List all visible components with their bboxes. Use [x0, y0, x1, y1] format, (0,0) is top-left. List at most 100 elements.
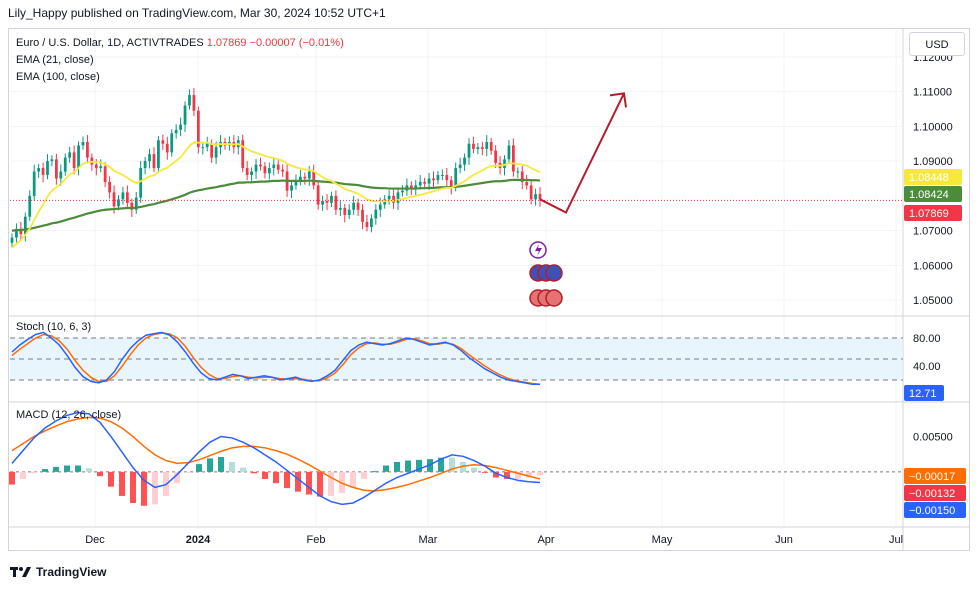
candle — [361, 209, 364, 222]
candle — [121, 192, 125, 200]
macd-histogram-bar — [251, 471, 257, 474]
candle — [321, 201, 324, 205]
legend-symbol-row[interactable]: Euro / U.S. Dollar, 1D, ACTIVTRADES 1.07… — [16, 35, 344, 52]
macd-histogram-bar — [64, 465, 70, 472]
y-tick-label: 1.05000 — [913, 295, 953, 307]
candle — [94, 164, 98, 169]
macd-value-tag — [904, 502, 966, 518]
candle — [325, 201, 329, 203]
candle — [117, 199, 120, 207]
stoch-y-tick: 40.00 — [913, 361, 941, 373]
candle — [396, 192, 400, 203]
candle — [534, 194, 537, 200]
macd-histogram-bar — [9, 471, 15, 485]
candle — [214, 147, 218, 158]
ema100-line — [11, 178, 541, 232]
macd-label[interactable]: MACD (12, 26, close) — [16, 409, 122, 421]
price-tag — [904, 205, 962, 221]
candle — [192, 95, 196, 111]
stoch-value-label: 12.71 — [909, 388, 937, 400]
candle — [37, 168, 40, 172]
candle — [303, 176, 307, 179]
candle — [174, 129, 178, 134]
candle — [68, 152, 72, 158]
legend-ema21[interactable]: EMA (21, close) — [16, 54, 94, 66]
x-tick-label: 2024 — [186, 534, 211, 546]
candle — [312, 171, 316, 186]
stoch-y-tick: 80.00 — [913, 333, 941, 345]
candle — [334, 195, 338, 210]
x-tick-label: Jun — [775, 534, 793, 546]
lightning-glyph — [535, 244, 542, 256]
candle — [432, 178, 435, 181]
legend-symbol[interactable]: Euro / U.S. Dollar, 1D, ACTIVTRADES — [16, 37, 204, 49]
x-tick-label: Feb — [307, 534, 326, 546]
candle — [316, 185, 320, 205]
macd-histogram-bar — [493, 471, 499, 478]
candle — [170, 133, 174, 153]
candle — [516, 171, 520, 173]
macd-histogram-bar — [42, 469, 48, 472]
macd-value-label: −0.00017 — [909, 471, 955, 483]
stoch-label[interactable]: Stoch (10, 6, 3) — [16, 321, 92, 333]
candle — [445, 175, 449, 181]
candle — [299, 176, 302, 181]
tradingview-logo[interactable]: TradingView — [10, 565, 106, 579]
candle — [418, 181, 422, 186]
macd-value-tag — [904, 485, 966, 501]
candle — [338, 208, 342, 210]
candle — [401, 190, 404, 193]
candle — [81, 141, 85, 146]
macd-histogram-bar — [218, 457, 224, 472]
price-tag-label: 1.07869 — [909, 208, 949, 220]
candle — [507, 145, 511, 160]
candle — [427, 178, 431, 184]
candle — [387, 195, 391, 200]
macd-histogram-bar — [185, 471, 191, 473]
candle — [512, 145, 515, 172]
candle — [290, 185, 293, 191]
candle — [476, 147, 480, 149]
candle — [10, 237, 14, 243]
macd-histogram-bar — [273, 471, 279, 484]
macd-histogram-bar — [119, 471, 125, 496]
candle — [449, 180, 453, 188]
candle — [179, 124, 182, 130]
currency-button[interactable]: USD — [909, 32, 965, 56]
candle — [281, 169, 285, 172]
candle — [15, 228, 18, 238]
candle — [112, 192, 116, 207]
legend-ema100[interactable]: EMA (100, close) — [16, 71, 100, 83]
candle — [245, 168, 249, 175]
candle — [441, 175, 444, 176]
projection-arrowhead — [609, 92, 627, 108]
x-tick-label: Mar — [419, 534, 438, 546]
price-tag — [904, 169, 962, 185]
candle — [157, 140, 160, 169]
macd-histogram-bar — [328, 471, 334, 496]
candle — [99, 166, 103, 169]
candle — [86, 141, 89, 158]
price-tag-label: 1.08448 — [909, 172, 949, 184]
macd-histogram-bar — [372, 471, 378, 473]
y-tick-label: 1.10000 — [913, 121, 953, 133]
candle — [210, 143, 214, 158]
stoch-value-tag — [904, 385, 944, 401]
candle — [254, 164, 258, 172]
macd-histogram-bar — [86, 468, 92, 472]
price-tag-label: 1.08424 — [909, 189, 949, 201]
macd-histogram-bar — [130, 471, 136, 503]
flag-event-icon — [545, 289, 563, 307]
ema21-line — [11, 141, 541, 249]
macd-histogram-bar — [207, 458, 213, 472]
candle — [32, 171, 36, 196]
macd-signal-line — [11, 416, 541, 492]
y-tick-label: 1.06000 — [913, 260, 953, 272]
candle — [183, 105, 187, 125]
candle — [423, 181, 427, 184]
macd-histogram-bar — [284, 471, 290, 489]
candle — [139, 168, 143, 198]
macd-histogram-bar — [482, 471, 488, 473]
candle — [267, 168, 271, 174]
